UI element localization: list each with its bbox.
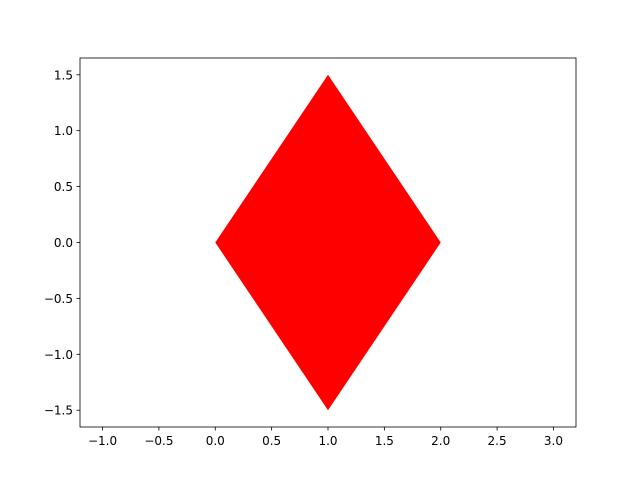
plot-area	[215, 74, 441, 411]
y-tick-label: 0.5	[54, 180, 73, 194]
y-tick-label: 1.0	[54, 124, 73, 138]
y-tick-label: 0.0	[54, 236, 73, 250]
x-tick-label: 2.5	[488, 434, 507, 448]
y-axis: −1.5 −1.0 −0.5 0.0 0.5 1.0 1.5	[44, 68, 80, 418]
x-tick-label: −1.0	[88, 434, 117, 448]
x-tick-label: 1.5	[375, 434, 394, 448]
y-tick-label: −1.0	[44, 348, 73, 362]
x-tick-label: 0.5	[262, 434, 281, 448]
x-tick-label: −0.5	[144, 434, 173, 448]
y-tick-label: −0.5	[44, 292, 73, 306]
axes-frame	[79, 57, 577, 428]
y-tick-label: −1.5	[44, 404, 73, 418]
x-tick-label: 2.0	[431, 434, 450, 448]
x-axis: −1.0 −0.5 0.0 0.5 1.0 1.5 2.0 2.5 3.0	[88, 427, 563, 448]
y-tick-label: 1.5	[54, 68, 73, 82]
x-tick-label: 3.0	[544, 434, 563, 448]
diamond-polygon	[215, 74, 441, 411]
x-tick-label: 0.0	[206, 434, 225, 448]
x-tick-label: 1.0	[318, 434, 337, 448]
